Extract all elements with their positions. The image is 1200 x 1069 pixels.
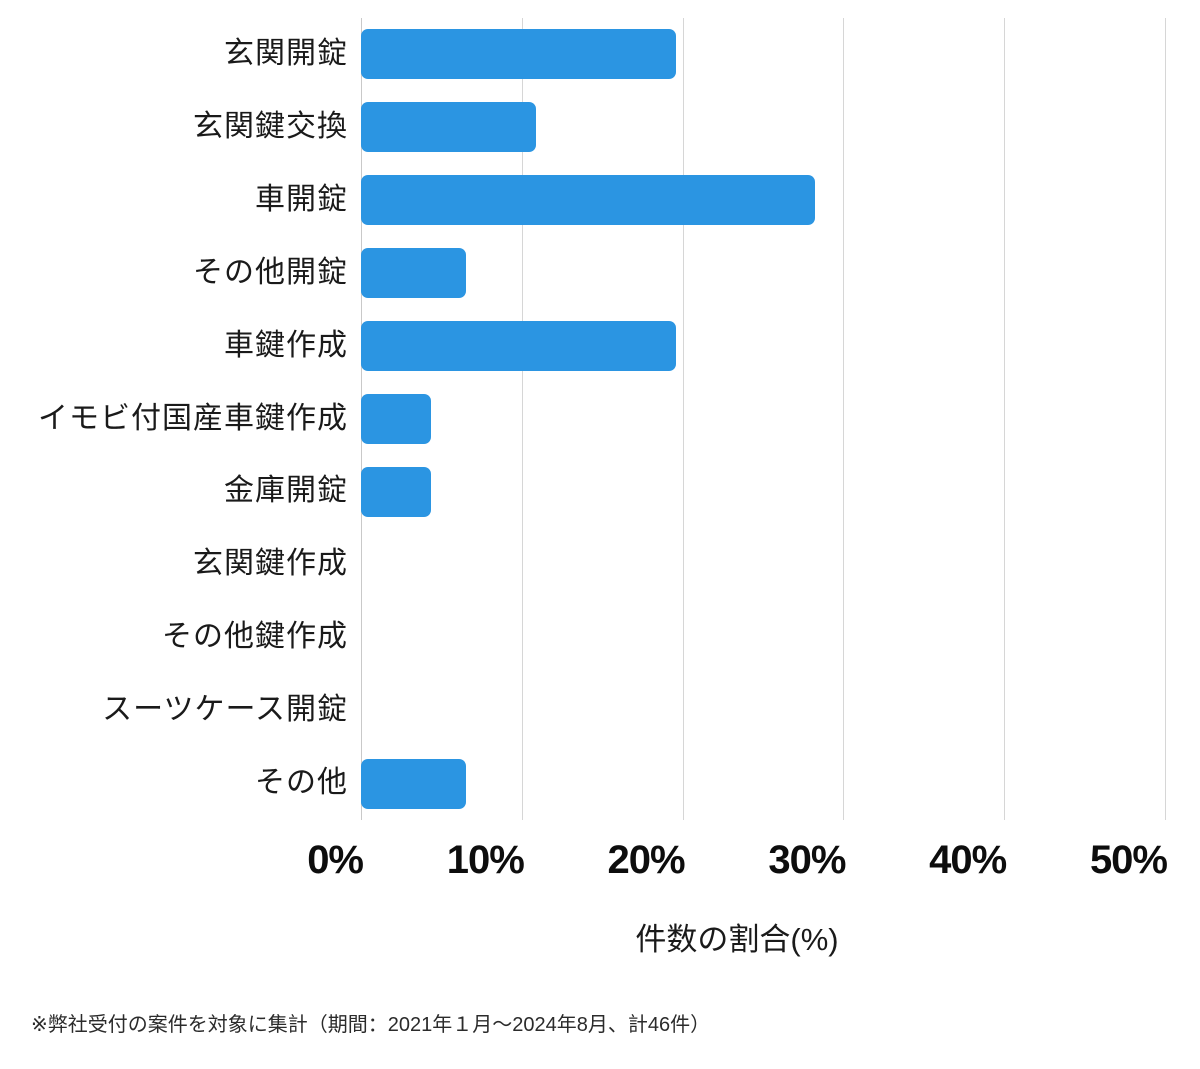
category-label: その他開錠: [193, 255, 348, 289]
category-label: 玄関開錠: [224, 37, 348, 70]
gridline-30: [843, 18, 845, 820]
bar: [361, 29, 676, 80]
category-label: 金庫開錠: [224, 474, 348, 508]
bar: [361, 175, 816, 226]
bar: [361, 102, 536, 153]
x-tick-label: 50%: [1089, 838, 1168, 882]
category-label: イモビ付国産車鍵作成: [38, 401, 348, 435]
plot-area: [361, 18, 1166, 820]
x-tick-label: 30%: [768, 838, 846, 882]
category-label: 玄関鍵交換: [193, 109, 348, 143]
gridline-10: [521, 18, 523, 820]
category-label: その他鍵作成: [162, 620, 348, 654]
bar: [361, 466, 431, 517]
x-tick-label: 20%: [607, 838, 686, 882]
x-tick-label: 0%: [307, 838, 364, 882]
gridline-40: [1004, 18, 1006, 820]
gridline-20: [682, 18, 684, 820]
bar: [361, 758, 466, 809]
x-axis-title: 件数の割合(%): [635, 922, 839, 957]
x-tick-label: 40%: [929, 838, 1007, 882]
category-label: 車鍵作成: [224, 328, 348, 362]
category-label: 玄関鍵作成: [193, 547, 348, 581]
category-label: その他: [255, 766, 348, 800]
x-tick-label: 10%: [446, 838, 525, 882]
category-label: スーツケース開錠: [102, 693, 348, 727]
bar: [361, 321, 676, 372]
bar: [361, 248, 466, 299]
bar: [361, 394, 431, 444]
footnote: ※弊社受付の案件を対象に集計（期間：2021年１月～2024年8月、計46件）: [31, 1014, 711, 1036]
category-label: 車開錠: [255, 182, 348, 216]
gridline-50: [1165, 18, 1166, 820]
